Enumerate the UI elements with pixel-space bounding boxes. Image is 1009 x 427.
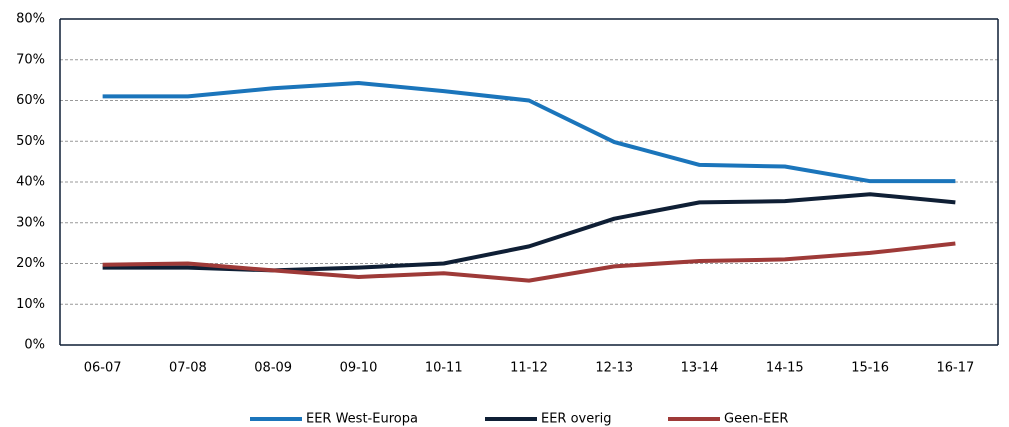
x-tick-label: 06-07	[84, 361, 122, 376]
x-tick-label: 11-12	[510, 361, 548, 376]
x-tick-label: 09-10	[340, 361, 378, 376]
y-tick-label: 60%	[16, 93, 45, 108]
x-tick-label: 12-13	[595, 361, 633, 376]
y-tick-label: 0%	[24, 338, 45, 353]
legend-label: EER West-Europa	[306, 412, 418, 427]
x-tick-label: 08-09	[254, 361, 292, 376]
x-tick-label: 16-17	[936, 361, 974, 376]
x-tick-label: 13-14	[681, 361, 719, 376]
x-tick-label: 14-15	[766, 361, 804, 376]
x-tick-label: 10-11	[425, 361, 463, 376]
y-tick-label: 10%	[16, 297, 45, 312]
series-line	[102, 192, 956, 273]
y-tick-label: 40%	[16, 175, 45, 190]
y-tick-label: 70%	[16, 52, 45, 67]
y-tick-label: 50%	[16, 134, 45, 149]
series-line	[102, 241, 956, 283]
y-tick-label: 80%	[16, 12, 45, 27]
y-tick-label: 20%	[16, 256, 45, 271]
y-tick-label: 30%	[16, 215, 45, 230]
legend-label: EER overig	[541, 412, 611, 427]
series-line	[102, 80, 956, 184]
x-tick-label: 15-16	[851, 361, 889, 376]
legend-label: Geen-EER	[724, 412, 788, 427]
x-tick-label: 07-08	[169, 361, 207, 376]
